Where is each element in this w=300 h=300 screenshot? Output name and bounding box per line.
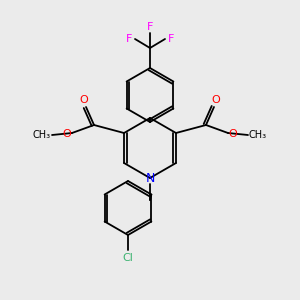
Text: Cl: Cl xyxy=(123,253,134,263)
Text: CH₃: CH₃ xyxy=(249,130,267,140)
Text: O: O xyxy=(80,95,88,105)
Text: F: F xyxy=(147,22,153,32)
Text: F: F xyxy=(126,34,132,44)
Text: O: O xyxy=(229,129,237,139)
Text: N: N xyxy=(145,172,155,184)
Text: F: F xyxy=(168,34,174,44)
Text: O: O xyxy=(212,95,220,105)
Text: CH₃: CH₃ xyxy=(33,130,51,140)
Text: O: O xyxy=(63,129,71,139)
